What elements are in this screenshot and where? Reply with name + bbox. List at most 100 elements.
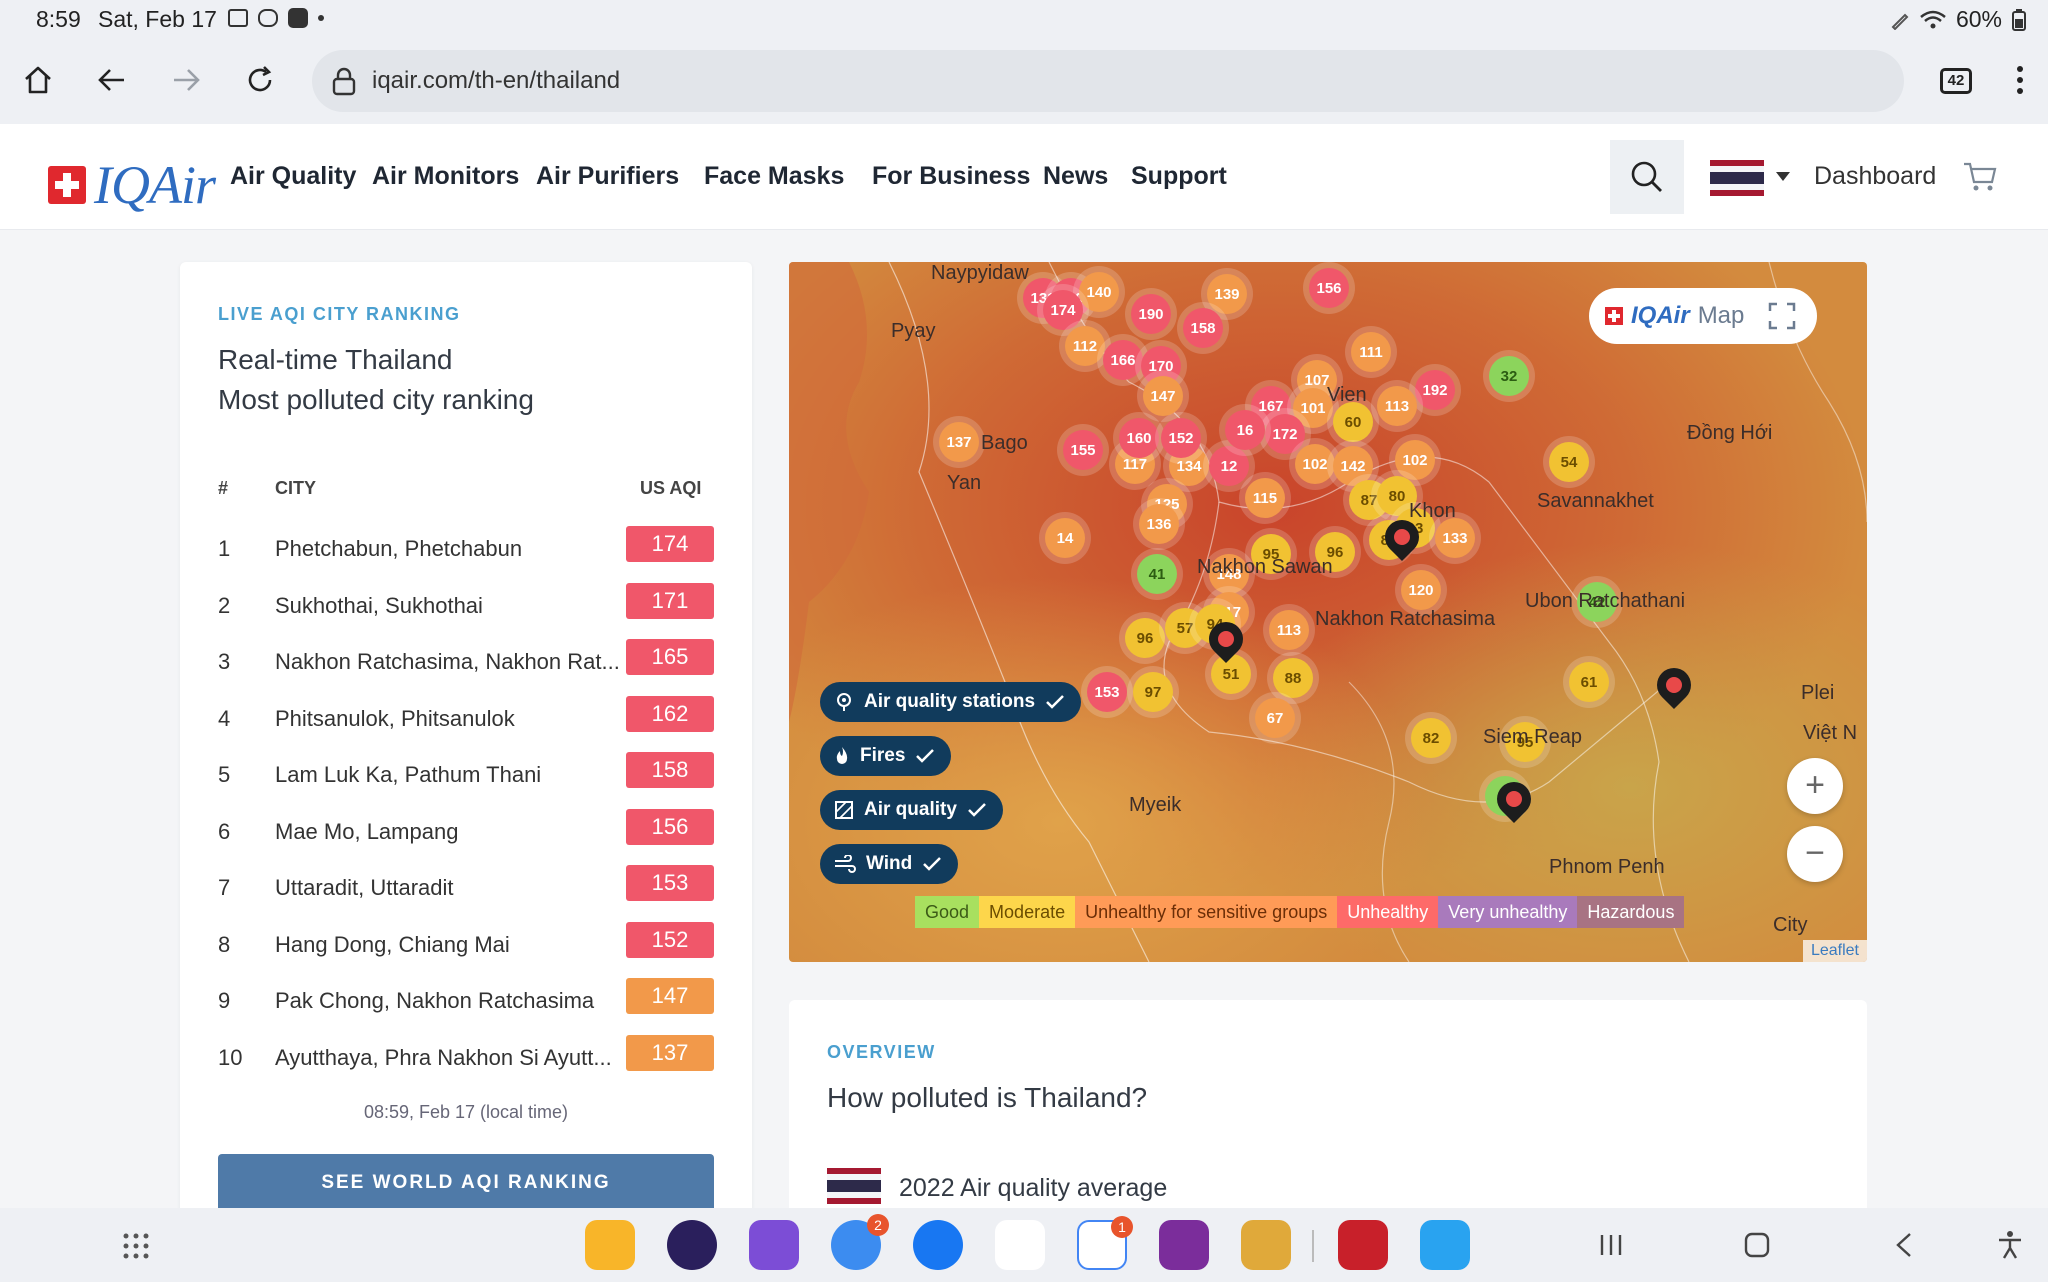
thailand-flag-icon[interactable] [1710, 160, 1764, 196]
home-nav-icon[interactable] [1744, 1232, 1770, 1258]
ranking-city[interactable]: Phitsanulok, Phitsanulok [275, 705, 515, 731]
aqi-marker[interactable]: 97 [1133, 672, 1173, 712]
aqi-marker[interactable]: 67 [1255, 698, 1295, 738]
iqair-map-pill[interactable]: IQAir Map [1589, 288, 1817, 344]
leaflet-attribution-link[interactable]: Leaflet [1802, 940, 1867, 962]
ranking-row[interactable]: 8 Hang Dong, Chiang Mai 152 [180, 920, 752, 976]
nav-news[interactable]: News [1043, 162, 1109, 190]
aqi-marker[interactable]: 160 [1119, 418, 1159, 458]
maps-app-icon[interactable] [995, 1220, 1045, 1270]
aqi-marker[interactable]: 96 [1125, 618, 1165, 658]
air-quality-map[interactable]: 1311401401741391561901581121661701111071… [789, 262, 1867, 962]
aqi-marker[interactable]: 16 [1225, 410, 1265, 450]
ranking-row[interactable]: 2 Sukhothai, Sukhothai 171 [180, 581, 752, 637]
aqi-marker[interactable]: 153 [1087, 672, 1127, 712]
ranking-city[interactable]: Hang Dong, Chiang Mai [275, 931, 510, 957]
nav-air-quality[interactable]: Air Quality [230, 162, 357, 190]
search-button[interactable] [1610, 140, 1684, 214]
aqi-marker[interactable]: 136 [1139, 504, 1179, 544]
aqi-marker[interactable]: 60 [1333, 402, 1373, 442]
aqi-marker[interactable]: 61 [1569, 662, 1609, 702]
facebook-app-icon[interactable] [913, 1220, 963, 1270]
cart-icon[interactable] [1962, 160, 1998, 194]
ranking-row[interactable]: 1 Phetchabun, Phetchabun 174 [180, 524, 752, 580]
aqi-marker[interactable]: 192 [1415, 370, 1455, 410]
ranking-city[interactable]: Mae Mo, Lampang [275, 818, 459, 844]
aqi-marker[interactable]: 148 [1209, 554, 1249, 594]
nav-face-masks[interactable]: Face Masks [704, 162, 845, 190]
ranking-row[interactable]: 3 Nakhon Ratchasima, Nakhon Rat... 165 [180, 637, 752, 693]
iqair-logo[interactable]: IQAir [48, 154, 216, 216]
aqi-marker[interactable]: 42 [1577, 582, 1617, 622]
ranking-city[interactable]: Pak Chong, Nakhon Ratchasima [275, 988, 595, 1013]
aqi-marker[interactable]: 82 [1411, 718, 1451, 758]
toggle-fires[interactable]: Fires [820, 736, 952, 776]
aqi-marker[interactable]: 51 [1211, 654, 1251, 694]
aqi-marker[interactable]: 140 [1079, 272, 1119, 312]
nav-for-business[interactable]: For Business [872, 162, 1031, 190]
aqi-marker[interactable]: 147 [1143, 376, 1183, 416]
toggle-wind[interactable]: Wind [820, 844, 959, 884]
reload-button[interactable] [238, 58, 282, 102]
recent-app-icon[interactable] [1338, 1220, 1388, 1270]
ranking-row[interactable]: 7 Uttaradit, Uttaradit 153 [180, 863, 752, 919]
back-button[interactable] [90, 58, 134, 102]
url-text[interactable]: iqair.com/th-en/thailand [372, 67, 621, 94]
aqi-marker[interactable]: 155 [1063, 430, 1103, 470]
fullscreen-icon[interactable] [1768, 302, 1796, 330]
toggle-air-quality-stations[interactable]: Air quality stations [820, 682, 1082, 722]
address-bar[interactable]: iqair.com/th-en/thailand [312, 50, 1904, 112]
aqi-marker[interactable]: 54 [1549, 442, 1589, 482]
aqi-marker[interactable]: 190 [1131, 294, 1171, 334]
app-drawer-icon[interactable] [122, 1232, 150, 1260]
aqi-marker[interactable]: 158 [1183, 308, 1223, 348]
aqi-marker[interactable]: 14 [1045, 518, 1085, 558]
ranking-city[interactable]: Uttaradit, Uttaradit [275, 875, 454, 900]
aqi-marker[interactable]: 166 [1103, 340, 1143, 380]
firefox-app-icon[interactable] [667, 1220, 717, 1270]
aqi-marker[interactable]: 156 [1309, 268, 1349, 308]
ranking-city[interactable]: Ayutthaya, Phra Nakhon Si Ayutt... [275, 1044, 612, 1070]
accessibility-icon[interactable] [1996, 1230, 2024, 1260]
recents-nav-icon[interactable] [1598, 1232, 1624, 1258]
aqi-marker[interactable]: 174 [1043, 290, 1083, 330]
aqi-marker[interactable]: 88 [1273, 658, 1313, 698]
weather-app-icon[interactable] [1420, 1220, 1470, 1270]
chevron-down-icon[interactable] [1776, 172, 1790, 181]
aqi-marker[interactable]: 172 [1265, 414, 1305, 454]
game-app-icon[interactable] [1241, 1220, 1291, 1270]
ranking-city[interactable]: Lam Luk Ka, Pathum Thani [275, 762, 542, 787]
aqi-marker[interactable]: 115 [1245, 478, 1285, 518]
ranking-row[interactable]: 5 Lam Luk Ka, Pathum Thani 158 [180, 750, 752, 806]
ranking-city[interactable]: Sukhothai, Sukhothai [275, 592, 483, 618]
ranking-row[interactable]: 4 Phitsanulok, Phitsanulok 162 [180, 694, 752, 750]
ranking-row[interactable]: 9 Pak Chong, Nakhon Ratchasima 147 [180, 976, 752, 1032]
calendar-app-icon[interactable]: 1 [1077, 1216, 1133, 1270]
aqi-marker[interactable]: 101 [1293, 388, 1333, 428]
nav-air-monitors[interactable]: Air Monitors [372, 162, 520, 190]
email-app-icon[interactable] [749, 1220, 799, 1270]
aqi-marker[interactable]: 137 [939, 422, 979, 462]
ranking-city[interactable]: Phetchabun, Phetchabun [275, 536, 523, 561]
aqi-marker[interactable]: 120 [1401, 570, 1441, 610]
aqi-marker[interactable]: 41 [1137, 554, 1177, 594]
back-nav-icon[interactable] [1894, 1232, 1914, 1258]
aqi-marker[interactable]: 142 [1333, 446, 1373, 486]
aqi-marker[interactable]: 95 [1251, 534, 1291, 574]
aqi-marker[interactable]: 12 [1209, 446, 1249, 486]
browser-menu-button[interactable] [1998, 58, 2042, 102]
aqi-marker[interactable]: 152 [1161, 418, 1201, 458]
ranking-row[interactable]: 10 Ayutthaya, Phra Nakhon Si Ayutt... 137 [180, 1033, 752, 1089]
nav-air-purifiers[interactable]: Air Purifiers [536, 162, 680, 190]
zoom-out-button[interactable]: − [1787, 826, 1843, 882]
forward-button[interactable] [164, 58, 208, 102]
ranking-city[interactable]: Nakhon Ratchasima, Nakhon Rat... [275, 649, 620, 674]
onenote-app-icon[interactable] [1159, 1220, 1209, 1270]
aqi-marker[interactable]: 113 [1377, 386, 1417, 426]
aqi-marker[interactable]: 139 [1207, 274, 1247, 314]
aqi-marker[interactable]: 95 [1505, 722, 1545, 762]
aqi-marker[interactable]: 133 [1435, 518, 1475, 558]
aqi-marker[interactable]: 167 [1251, 386, 1291, 426]
dashboard-link[interactable]: Dashboard [1814, 162, 1937, 190]
files-app-icon[interactable] [585, 1220, 635, 1270]
